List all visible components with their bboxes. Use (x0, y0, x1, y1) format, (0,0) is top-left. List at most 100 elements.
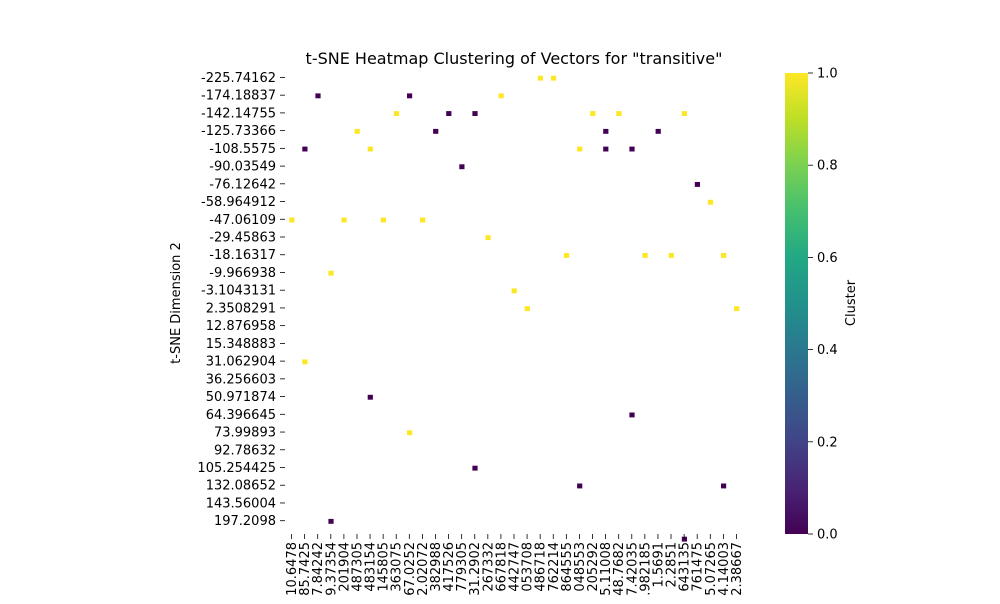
heatmap-cell (393, 111, 400, 116)
x-tick-label: 205292 (586, 542, 601, 592)
heatmap-cell (524, 306, 530, 312)
x-tick-label: 486718 (534, 542, 549, 592)
heatmap-cell (315, 93, 321, 99)
heatmap-cell (642, 253, 648, 258)
y-tick-label: 197.2098 (214, 514, 276, 529)
chart-title: t-SNE Heatmap Clustering of Vectors for … (306, 49, 723, 68)
y-tick-label: 132.08652 (206, 479, 276, 494)
heatmap-cell (511, 288, 517, 294)
colorbar-tick-label: 0.8 (817, 159, 838, 174)
x-tick-label: 442747 (508, 542, 523, 592)
y-tick-label: -9.966938 (209, 266, 276, 281)
x-tick-label: 363075 (390, 542, 405, 592)
y-tick-label: -174.18837 (201, 89, 276, 104)
heatmap-cell (367, 146, 373, 152)
x-tick-label: 1.5691 (651, 542, 666, 588)
y-axis-ticks: -225.74162 -174.18837 -142.14755 -125.73366… (197, 71, 285, 529)
heatmap-cell (707, 199, 714, 205)
y-tick-label: -108.5575 (209, 142, 276, 157)
x-tick-label: 2.2851 (665, 542, 680, 588)
x-tick-label: 382988 (429, 542, 444, 592)
y-tick-label: -18.16317 (209, 248, 276, 263)
x-tick-label: 053708 (521, 542, 536, 592)
heatmap-cell (459, 164, 465, 170)
y-tick-label: 64.396645 (206, 408, 276, 423)
heatmap-cell (354, 128, 360, 134)
colorbar-tick-label: 1.0 (817, 67, 838, 82)
heatmap-cell (472, 111, 478, 116)
x-tick-label: 483154 (364, 542, 379, 592)
x-tick-label: 7.84242 (311, 542, 326, 596)
heatmap-cell (472, 465, 478, 471)
heatmap-cell (446, 111, 452, 116)
y-tick-label: -3.1043131 (201, 284, 276, 299)
y-tick-label: -225.74162 (201, 71, 276, 86)
heatmap-cell (668, 253, 674, 258)
heatmap-cell (302, 146, 308, 152)
colorbar-tick-label: 0.0 (817, 528, 838, 543)
colorbar-tick-label: 0.6 (817, 251, 838, 266)
y-tick-label: 31.062904 (206, 355, 276, 370)
heatmap-cell (655, 128, 661, 134)
y-tick-label: 12.876958 (206, 319, 276, 334)
heatmap-cell (721, 483, 727, 489)
colorbar-tick-label: 0.4 (817, 343, 838, 358)
heatmap-cell (537, 75, 543, 81)
x-tick-label: 48.7682 (612, 542, 627, 596)
heatmap-cell (629, 412, 635, 418)
y-tick-label: -142.14755 (201, 106, 276, 121)
heatmap-cell (603, 146, 609, 152)
colorbar-gradient (785, 73, 808, 534)
heatmap-cell (341, 217, 347, 223)
x-tick-label: 7.42035 (625, 542, 640, 596)
y-tick-label: 143.56004 (206, 496, 276, 511)
y-tick-label: -58.964912 (201, 195, 276, 210)
x-tick-label: 4.14003 (717, 542, 732, 596)
heatmap-cell (694, 182, 700, 187)
heatmap-cell (681, 536, 687, 542)
x-tick-label: 762214 (547, 542, 562, 592)
x-tick-label: 9.37354 (324, 542, 339, 596)
y-tick-label: -76.12642 (209, 177, 276, 192)
y-tick-label: -125.73366 (201, 124, 276, 139)
heatmap-cell (420, 217, 426, 223)
y-tick-label: -90.03549 (209, 160, 276, 175)
x-tick-label: 5.07265 (704, 542, 719, 596)
y-tick-label: 36.256603 (206, 372, 276, 387)
x-tick-label: 864555 (560, 542, 575, 592)
plot-area (289, 75, 740, 542)
heatmap-cell (289, 217, 295, 223)
x-tick-label: 145805 (377, 542, 392, 592)
heatmap-cell (721, 253, 727, 258)
y-tick-label: 73.99893 (214, 426, 276, 441)
heatmap-cell (302, 359, 308, 365)
colorbar: 0.0 0.2 0.4 0.6 0.8 1.0 Cluster (785, 67, 859, 543)
x-tick-label: 67.0252 (403, 542, 418, 596)
heatmap-cell (407, 430, 413, 436)
y-tick-label: 50.971874 (206, 390, 276, 405)
heatmap-cell (433, 128, 439, 134)
colorbar-tick-label: 0.2 (817, 435, 838, 450)
colorbar-label: Cluster (844, 279, 859, 326)
heatmap-cell (550, 75, 557, 81)
x-tick-label: 761475 (691, 542, 706, 592)
x-tick-label: 667818 (494, 542, 509, 592)
heatmap-cell (734, 306, 740, 312)
heatmap-cell (485, 235, 491, 241)
heatmap-cell (616, 111, 622, 116)
heatmap-cell (328, 270, 334, 276)
y-tick-label: 105.254425 (197, 461, 276, 476)
y-tick-label: 15.348883 (206, 337, 276, 352)
x-tick-label: .982185 (638, 542, 653, 596)
x-tick-label: 779305 (455, 542, 470, 592)
x-tick-label: 85.7425 (298, 542, 313, 596)
y-axis-label: t-SNE Dimension 2 (169, 242, 184, 364)
heatmap-cell (498, 93, 504, 99)
x-axis-ticks: 10.647885.74257.842429.37354201904487305… (285, 534, 745, 596)
y-tick-label: 2.3508291 (206, 301, 276, 316)
x-tick-label: 267332 (481, 542, 496, 592)
colorbar-ticks: 0.0 0.2 0.4 0.6 0.8 1.0 (808, 67, 838, 543)
x-tick-label: 2.02072 (416, 542, 431, 596)
